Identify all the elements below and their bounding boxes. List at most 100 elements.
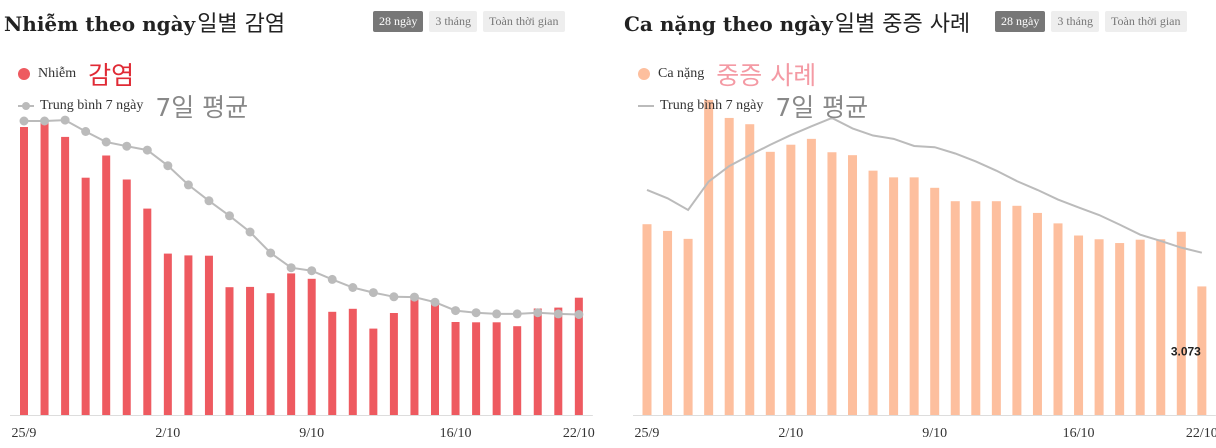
average-point — [451, 306, 461, 316]
data-label: 3.073 — [1171, 344, 1201, 358]
bar — [143, 208, 152, 415]
tab-3-months[interactable]: 3 tháng — [429, 11, 477, 32]
legend-dot-icon — [18, 68, 30, 80]
legend-annotation: 감염 — [88, 61, 135, 90]
bar — [122, 179, 131, 415]
x-tick-label: 16/10 — [440, 426, 472, 441]
average-point — [409, 292, 419, 302]
average-point — [19, 116, 29, 126]
bar — [472, 322, 481, 415]
bar — [909, 177, 919, 415]
legend-annotation: 7일 평균 — [155, 93, 249, 122]
bar — [848, 155, 857, 415]
infections-chart: 25/9 2/10 9/10 16/10 22/10 — [10, 115, 595, 441]
bar — [765, 151, 775, 415]
tab-28-days[interactable]: 28 ngày — [995, 11, 1046, 32]
x-tick-label: 25/9 — [12, 426, 37, 441]
average-point — [574, 310, 584, 319]
bar — [513, 326, 522, 415]
average-point — [163, 161, 173, 171]
severe-panel: 25/9 2/10 9/10 16/10 22/10 3.073 Ca nặng theo… — [620, 0, 1216, 448]
bar — [950, 201, 960, 415]
bar — [806, 138, 816, 415]
bar — [1156, 239, 1166, 415]
bar — [663, 230, 673, 415]
average-point — [183, 180, 193, 190]
average-point — [266, 248, 276, 258]
bar — [930, 187, 940, 415]
legend-line-icon — [638, 100, 654, 112]
average-point — [368, 288, 378, 298]
bar — [704, 99, 714, 416]
average-point — [60, 115, 70, 125]
severe-title: Ca nặng theo ngày일별 중증 사례 — [624, 6, 970, 38]
tab-all-time[interactable]: Toàn thời gian — [483, 11, 565, 32]
infections-panel: 25/9 2/10 9/10 16/10 22/10 Nhiễm theo ngày일별… — [0, 0, 600, 448]
average-point — [245, 227, 255, 237]
legend-line-icon — [18, 100, 34, 112]
bar — [102, 155, 111, 415]
tab-all-time[interactable]: Toàn thời gian — [1105, 11, 1187, 32]
x-tick-label: 2/10 — [778, 426, 803, 441]
bar — [184, 255, 193, 415]
legend-dot-icon — [638, 68, 650, 80]
average-point — [389, 292, 399, 302]
x-tick-label: 16/10 — [1063, 426, 1095, 441]
average-point — [204, 196, 214, 206]
x-tick-label: 9/10 — [922, 426, 947, 441]
x-tick-label: 25/9 — [635, 426, 660, 441]
legend-severe: Ca nặng 중증 사례 — [638, 56, 816, 92]
average-point — [430, 297, 440, 307]
bar — [786, 144, 796, 415]
bar — [724, 117, 734, 415]
bar — [81, 177, 90, 415]
legend-label: Trung bình 7 ngày — [40, 98, 144, 113]
bar — [163, 253, 172, 415]
bar — [1032, 212, 1042, 415]
tab-3-months[interactable]: 3 tháng — [1051, 11, 1099, 32]
infections-title: Nhiễm theo ngày일별 감염 — [4, 6, 285, 38]
legend-average: Trung bình 7 ngày 7일 평균 — [638, 88, 868, 124]
bar — [40, 121, 49, 415]
infections-title-text: Nhiễm theo ngày — [4, 12, 196, 36]
bar — [389, 313, 398, 415]
bar — [827, 152, 837, 415]
bar — [683, 238, 693, 415]
bar — [554, 307, 563, 415]
bar — [246, 286, 255, 415]
bar — [868, 170, 878, 415]
bar — [971, 201, 981, 415]
bar — [1012, 205, 1022, 415]
bar — [533, 308, 542, 415]
average-point — [40, 116, 50, 126]
bar — [642, 224, 652, 415]
bar — [61, 136, 70, 415]
bar — [991, 201, 1001, 415]
infections-title-annotation: 일별 감염 — [197, 12, 286, 37]
bar — [20, 127, 28, 415]
average-point — [225, 211, 234, 221]
bar — [1053, 223, 1063, 415]
bar — [410, 298, 419, 415]
infections-range-tabs: 28 ngày 3 tháng Toàn thời gian — [373, 11, 565, 32]
bar — [1074, 235, 1084, 415]
bar — [266, 293, 275, 415]
average-point — [286, 263, 296, 273]
legend-label: Nhiễm — [38, 66, 77, 81]
legend-label: Ca nặng — [658, 66, 705, 81]
x-tick-label: 22/10 — [1186, 426, 1216, 441]
tab-28-days[interactable]: 28 ngày — [373, 11, 424, 32]
bar — [348, 308, 357, 415]
severe-chart: 25/9 2/10 9/10 16/10 22/10 3.073 — [633, 99, 1216, 441]
bar — [1115, 243, 1125, 415]
bar — [287, 273, 296, 415]
average-point — [307, 266, 317, 276]
bar — [1135, 239, 1145, 415]
average-line — [646, 116, 1203, 254]
bar — [492, 322, 501, 415]
average-point — [533, 308, 543, 318]
bar — [328, 311, 337, 415]
average-point — [553, 309, 563, 319]
legend-annotation: 중증 사례 — [716, 61, 817, 90]
average-point — [512, 309, 522, 319]
